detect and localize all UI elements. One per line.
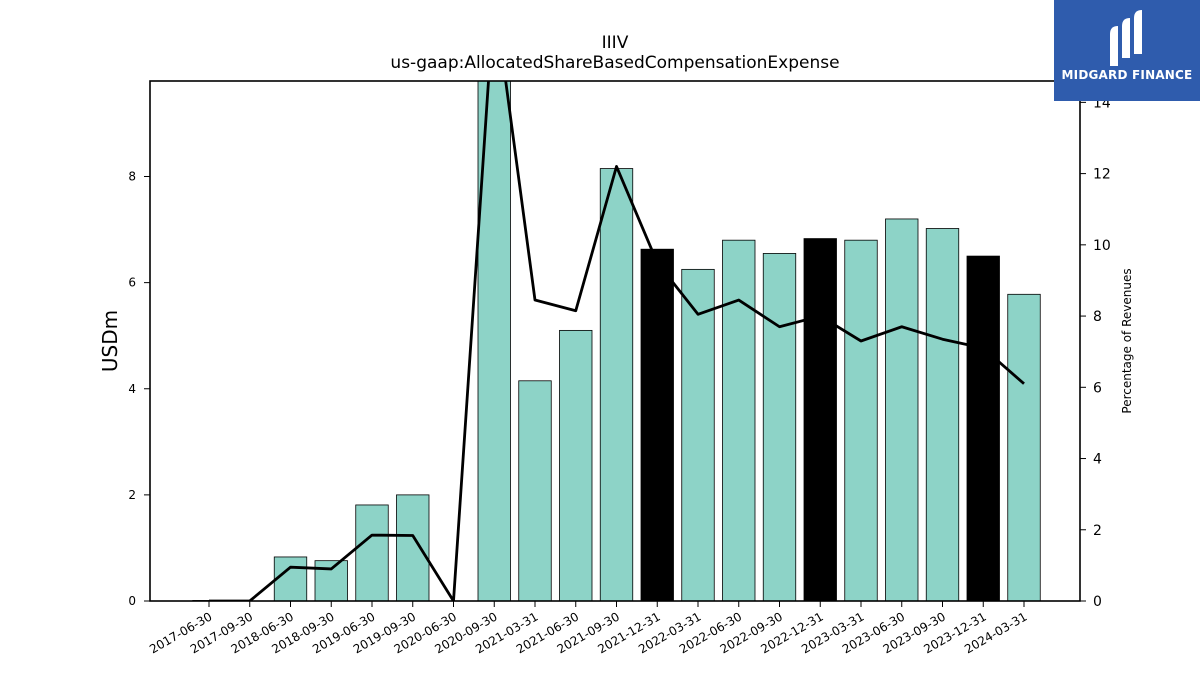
bar-2024-03-31 [1007,293,1041,601]
y2-tick-label: 12 [1093,167,1111,183]
bar-2021-06-30 [559,329,593,601]
bar-2018-09-30 [314,560,348,601]
percentage-line [209,81,1025,601]
y-axis-left: 0 2 4 6 8 [128,170,150,608]
y-axis-label: USDm [98,310,122,372]
brand-logo: MIDGARD FINANCE [1054,0,1200,101]
bar-2021-09-30 [599,168,634,601]
bar-2022-06-30 [722,239,756,601]
bar-2021-03-31 [518,380,552,601]
y2-tick-label: 0 [1093,594,1102,610]
bar-2019-06-30 [355,504,389,601]
line-series [209,81,1025,601]
y2-tick-label: 10 [1093,238,1111,254]
bar-2023-06-30 [885,218,919,601]
bar-2019-09-30 [396,494,430,601]
bar-2023-09-30 [925,228,960,601]
bar-2018-06-30 [273,556,308,601]
y2-axis-label: Percentage of Revenues [1120,268,1134,413]
x-axis: 2017-06-302017-09-302018-06-302018-09-30… [147,601,1030,656]
chart-subtitle: us-gaap:AllocatedShareBasedCompensationE… [390,53,839,73]
bar-2022-12-31 [803,238,837,601]
bar-2023-03-31 [844,239,878,601]
midgard-logo-icon [1110,10,1142,66]
y-tick-label: 8 [128,170,136,184]
bar-2023-12-31 [966,255,1000,601]
bar-2021-12-31 [640,248,674,601]
y-tick-label: 4 [128,382,136,396]
y2-tick-label: 8 [1093,309,1102,325]
y2-tick-label: 4 [1093,452,1102,468]
y-tick-label: 6 [128,276,136,290]
y2-tick-label: 2 [1093,523,1102,539]
bar-2022-09-30 [762,253,797,601]
y-tick-label: 2 [128,488,136,502]
y2-tick-label: 6 [1093,380,1102,396]
bar-2022-03-31 [681,268,715,601]
plot-frame [149,80,1081,602]
chart-title: IIIV [602,33,629,53]
logo-text: MIDGARD FINANCE [1061,68,1193,82]
y-tick-label: 0 [128,594,136,608]
bar-series [192,81,1041,601]
